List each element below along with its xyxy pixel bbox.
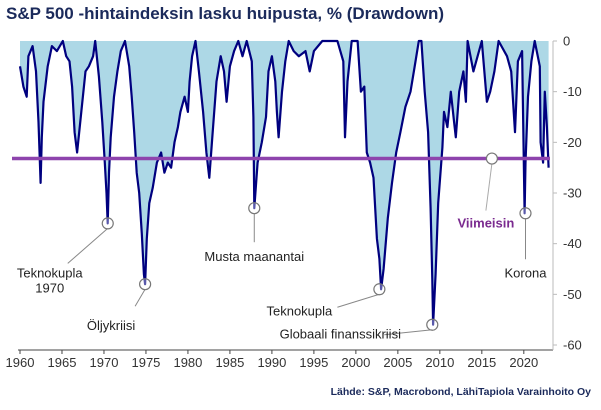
x-tick-label: 1960: [6, 355, 35, 370]
annotation-leader: [134, 288, 146, 307]
line-layer: [18, 39, 550, 326]
annotation-leader: [337, 293, 380, 308]
annotation-marker: [139, 278, 152, 291]
annotation-label-line: 1970: [35, 280, 64, 295]
annotation-label: Globaali finanssikriisi: [280, 327, 401, 342]
annotation-marker: [485, 152, 499, 165]
annotation-label-line: Globaali finanssikriisi: [280, 327, 401, 342]
annotation-label: Öljykriisi: [87, 318, 135, 333]
axes-layer: 1960 1965 1970 1975 1980 1985 1990 1995 2000 2005…: [6, 34, 582, 371]
annotation-label-line: Korona: [505, 265, 548, 280]
x-tick-label: 1970: [90, 355, 119, 370]
annotation-label: Teknokupla 1970: [17, 265, 84, 295]
y-tick-label: -20: [563, 135, 582, 150]
drawdown-line: [18, 39, 550, 326]
x-tick-label: 1980: [173, 355, 202, 370]
x-tick-label: 1995: [299, 355, 328, 370]
y-tick-label: -60: [563, 338, 582, 353]
annotation-leader: [485, 163, 493, 211]
x-tick-label: 2015: [467, 355, 496, 370]
annotation-leader: [67, 228, 109, 264]
annotation-label-line: Musta maanantai: [204, 249, 304, 264]
x-tick-label: 2005: [383, 355, 412, 370]
x-tick-label: 1985: [215, 355, 244, 370]
x-tick-label: 1990: [257, 355, 286, 370]
x-tick-label: 1975: [131, 355, 160, 370]
annotation-label: Musta maanantai: [204, 249, 304, 264]
annotation-label: Korona: [505, 265, 548, 280]
x-tick-label: 2010: [425, 355, 454, 370]
y-tick-label: -30: [563, 186, 582, 201]
chart-source: Lähde: S&P, Macrobond, LähiTapiola Varai…: [330, 386, 591, 398]
annotation-marker: [373, 283, 386, 296]
annotation-label-line: Öljykriisi: [87, 318, 135, 333]
x-tick-label: 1965: [48, 355, 77, 370]
annotation-marker: [248, 202, 261, 215]
annotation-marker: [519, 207, 532, 220]
x-tick-label: 2000: [341, 355, 370, 370]
annotation-label: Viimeisin: [457, 216, 514, 231]
annotation-label: Teknokupla: [266, 303, 333, 318]
y-tick-label: -40: [563, 236, 582, 251]
drawdown-area: [20, 41, 549, 325]
annotation-marker: [101, 217, 114, 230]
annotation-marker: [426, 318, 439, 331]
y-tick-label: -10: [563, 84, 582, 99]
chart-title: S&P 500 -hintaindeksin lasku huipusta, %…: [6, 4, 444, 23]
annotation-label-line: Teknokupla: [17, 265, 84, 280]
x-tick-label: 2020: [509, 355, 538, 370]
annotation-label-line: Teknokupla: [266, 303, 333, 318]
annotation-leader: [384, 329, 433, 336]
annotation-label-line: Viimeisin: [457, 216, 514, 231]
y-tick-label: 0: [563, 34, 570, 49]
y-tick-label: -50: [563, 287, 582, 302]
area-layer: [20, 41, 549, 325]
